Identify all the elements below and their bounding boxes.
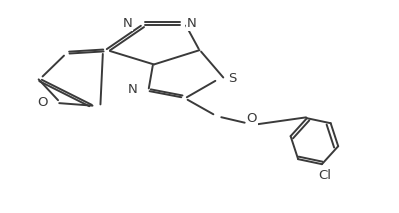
Text: Cl: Cl [318,169,332,182]
Text: N: N [187,17,196,30]
Text: N: N [127,83,137,96]
Text: O: O [247,112,257,125]
Text: N: N [122,17,132,30]
Text: O: O [37,96,47,109]
Text: S: S [228,72,237,85]
